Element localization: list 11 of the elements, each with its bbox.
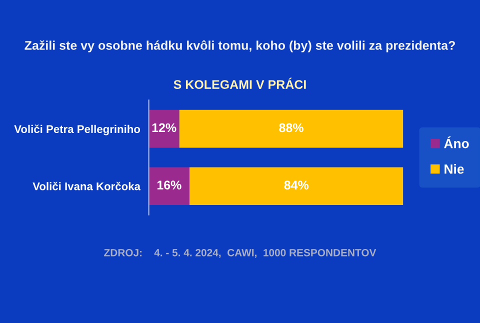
y-tick-label: Voliči Ivana Korčoka [32,182,141,190]
data-label: 88% [279,123,304,132]
chart-title: Zažili ste vy osobne hádku kvôli tomu, koho (by) ste volili za prezidenta? [24,40,455,52]
legend-label: Nie [444,164,464,174]
data-label: 16% [157,180,182,190]
legend-label: Áno [444,136,469,148]
data-label: 12% [152,123,176,132]
y-tick-label: Voliči Petra Pellegriniho [14,124,140,136]
text: ZDROJ: 4. - 5. 4. 2024, CAWI, 1000 RESPONDENTOV [104,248,376,258]
data-label: 84% [284,180,309,190]
chart-subtitle: S KOLEGAMI V PRÁCI [174,78,306,89]
